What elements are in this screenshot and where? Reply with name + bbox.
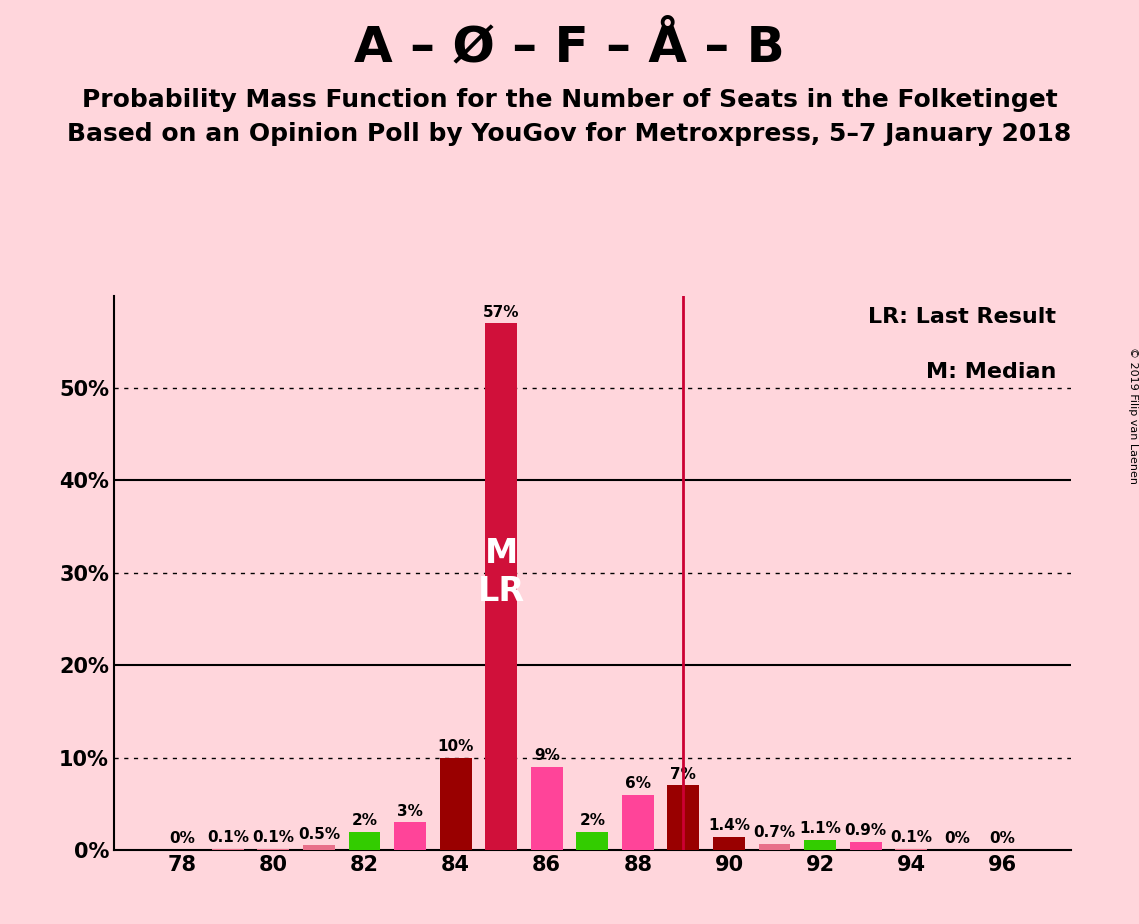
Text: 10%: 10% <box>437 739 474 754</box>
Bar <box>303 845 335 850</box>
Text: 9%: 9% <box>534 748 559 763</box>
Bar <box>667 785 699 850</box>
Bar <box>759 844 790 850</box>
Text: 0.5%: 0.5% <box>298 827 339 842</box>
Bar <box>440 758 472 850</box>
Bar <box>804 840 836 850</box>
Bar <box>212 849 244 850</box>
Bar <box>622 795 654 850</box>
Text: 0%: 0% <box>944 832 969 846</box>
Text: 0.1%: 0.1% <box>207 831 248 845</box>
Text: 3%: 3% <box>398 804 423 819</box>
Text: 2%: 2% <box>352 813 377 828</box>
Text: 0.1%: 0.1% <box>891 831 932 845</box>
Bar <box>531 767 563 850</box>
Text: A – Ø – F – Å – B: A – Ø – F – Å – B <box>354 23 785 72</box>
Text: Probability Mass Function for the Number of Seats in the Folketinget: Probability Mass Function for the Number… <box>82 88 1057 112</box>
Text: 0.9%: 0.9% <box>845 823 886 838</box>
Text: M: Median: M: Median <box>926 362 1056 383</box>
Text: 2%: 2% <box>580 813 605 828</box>
Text: 57%: 57% <box>483 305 519 320</box>
Text: 6%: 6% <box>625 776 650 791</box>
Bar <box>713 837 745 850</box>
Text: Based on an Opinion Poll by YouGov for Metroxpress, 5–7 January 2018: Based on an Opinion Poll by YouGov for M… <box>67 122 1072 146</box>
Bar <box>895 849 927 850</box>
Text: LR: Last Result: LR: Last Result <box>868 307 1056 327</box>
Bar <box>850 842 882 850</box>
Bar <box>257 849 289 850</box>
Bar <box>485 323 517 850</box>
Text: 0.7%: 0.7% <box>754 825 795 840</box>
Bar <box>394 822 426 850</box>
Text: 1.4%: 1.4% <box>708 819 749 833</box>
Text: 1.1%: 1.1% <box>800 821 841 836</box>
Text: 7%: 7% <box>671 767 696 782</box>
Text: 0%: 0% <box>170 832 195 846</box>
Text: © 2019 Filip van Laenen: © 2019 Filip van Laenen <box>1129 347 1138 484</box>
Text: M
LR: M LR <box>477 537 525 609</box>
Text: 0.1%: 0.1% <box>253 831 294 845</box>
Bar <box>349 832 380 850</box>
Bar <box>576 832 608 850</box>
Text: 0%: 0% <box>990 832 1015 846</box>
